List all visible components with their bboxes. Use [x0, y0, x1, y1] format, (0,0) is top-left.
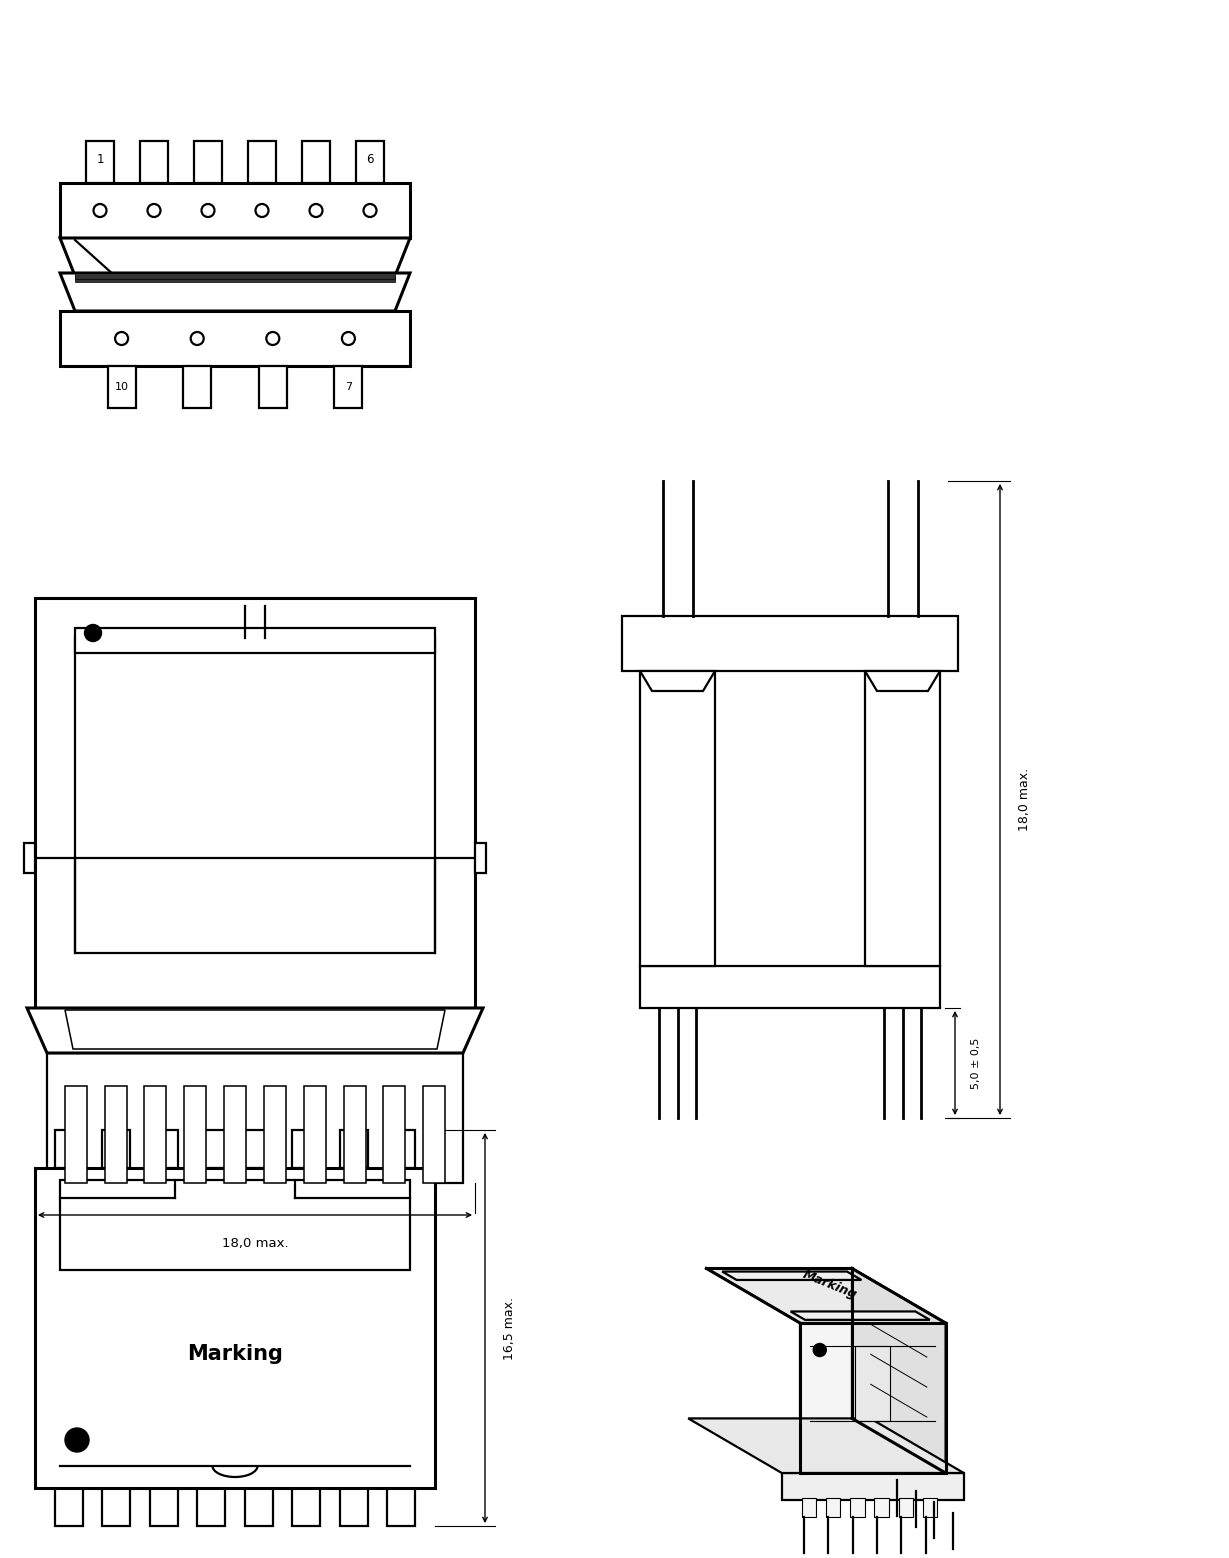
Circle shape	[364, 204, 376, 217]
Bar	[197, 1130, 225, 1168]
Text: 18,0 max.: 18,0 max.	[1018, 768, 1031, 830]
Bar	[340, 1488, 367, 1525]
Circle shape	[342, 332, 355, 344]
Text: 10: 10	[114, 382, 129, 393]
Bar	[145, 1086, 166, 1183]
Bar	[150, 1130, 178, 1168]
Polygon shape	[800, 1323, 945, 1472]
Polygon shape	[826, 1497, 841, 1517]
Polygon shape	[60, 273, 410, 312]
Polygon shape	[874, 1497, 889, 1517]
Bar	[75, 273, 395, 279]
Bar	[102, 1488, 130, 1525]
Polygon shape	[723, 1271, 862, 1281]
Polygon shape	[65, 1010, 445, 1049]
Text: 16,5 max.: 16,5 max.	[503, 1296, 516, 1360]
Text: 1: 1	[96, 153, 103, 167]
Polygon shape	[898, 1497, 913, 1517]
Polygon shape	[60, 238, 410, 276]
Circle shape	[65, 1429, 88, 1452]
Circle shape	[93, 204, 107, 217]
Polygon shape	[855, 1346, 890, 1421]
Bar	[34, 598, 474, 1008]
Polygon shape	[707, 1268, 945, 1323]
Bar	[150, 1488, 178, 1525]
Bar	[865, 665, 940, 966]
Circle shape	[267, 332, 279, 344]
Bar	[75, 637, 435, 953]
Bar	[224, 1086, 246, 1183]
Polygon shape	[27, 1008, 483, 1053]
Bar	[344, 1086, 365, 1183]
Bar	[387, 1488, 415, 1525]
Text: 7: 7	[345, 382, 351, 393]
Bar	[387, 1130, 415, 1168]
Bar	[60, 1179, 410, 1270]
Bar	[34, 1168, 435, 1488]
Circle shape	[202, 204, 215, 217]
Bar	[86, 142, 114, 182]
Bar	[640, 966, 940, 1008]
Text: 18,0 max.: 18,0 max.	[221, 1237, 289, 1250]
Bar	[60, 312, 410, 366]
Bar	[293, 1488, 321, 1525]
Polygon shape	[801, 1497, 816, 1517]
Polygon shape	[688, 1418, 964, 1472]
Bar	[60, 182, 410, 238]
Circle shape	[116, 332, 128, 344]
Bar	[622, 615, 957, 671]
Circle shape	[85, 625, 102, 642]
Bar	[304, 1086, 326, 1183]
Bar	[423, 1086, 445, 1183]
Bar	[640, 665, 715, 966]
Bar	[259, 366, 286, 408]
Circle shape	[256, 204, 268, 217]
Circle shape	[310, 204, 322, 217]
Bar	[47, 1053, 463, 1183]
Polygon shape	[850, 1497, 865, 1517]
Bar	[65, 1086, 87, 1183]
Bar	[183, 366, 211, 408]
Text: 5,0 ± 0,5: 5,0 ± 0,5	[971, 1038, 981, 1089]
Text: Marking: Marking	[187, 1343, 283, 1363]
Bar	[245, 1488, 273, 1525]
Bar	[264, 1086, 286, 1183]
Bar	[25, 843, 34, 874]
Circle shape	[147, 204, 161, 217]
Circle shape	[190, 332, 204, 344]
Bar	[75, 628, 435, 653]
Bar	[356, 142, 383, 182]
Bar	[340, 1130, 367, 1168]
Bar	[104, 1086, 127, 1183]
Bar	[102, 1130, 130, 1168]
Bar	[383, 1086, 406, 1183]
Polygon shape	[640, 671, 715, 692]
Bar	[184, 1086, 206, 1183]
Bar	[293, 1130, 321, 1168]
Bar	[474, 843, 485, 874]
Polygon shape	[782, 1472, 964, 1500]
Bar	[54, 1488, 82, 1525]
Polygon shape	[852, 1268, 945, 1472]
Text: Marking: Marking	[801, 1268, 859, 1301]
Bar	[194, 142, 222, 182]
Bar	[108, 366, 135, 408]
Bar	[302, 142, 331, 182]
Bar	[248, 142, 277, 182]
Bar	[140, 142, 168, 182]
Bar	[54, 1130, 82, 1168]
Circle shape	[814, 1343, 826, 1357]
Polygon shape	[865, 671, 940, 692]
Bar	[75, 276, 395, 282]
Text: 6: 6	[366, 153, 374, 167]
Bar	[245, 1130, 273, 1168]
Bar	[197, 1488, 225, 1525]
Bar	[334, 366, 363, 408]
Polygon shape	[790, 1312, 930, 1320]
Polygon shape	[923, 1497, 938, 1517]
